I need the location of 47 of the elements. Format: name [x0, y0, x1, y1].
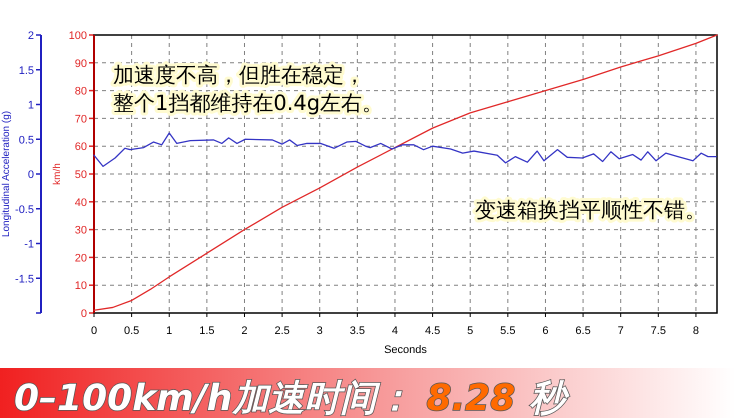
y2-tick-label: -0.5: [15, 204, 34, 216]
text: 0–100km/h加速时间：: [14, 378, 412, 418]
x-tick-label: 0.5: [124, 325, 140, 337]
y2-tick-label: 0: [28, 169, 34, 181]
x-axis-title: Seconds: [384, 344, 428, 356]
y-tick-label: 100: [68, 30, 87, 42]
y-tick-label: 20: [74, 252, 87, 264]
annotation: 变速箱换挡平顺性不错。: [475, 198, 706, 222]
y-tick-label: 10: [74, 280, 87, 292]
x-tick-label: 6.5: [575, 325, 591, 337]
x-tick-label: 5.5: [500, 325, 516, 337]
y-tick-label: 0: [80, 308, 87, 320]
x-tick-label: 8: [692, 325, 699, 337]
y-tick-label: 60: [74, 141, 87, 154]
y2-tick-label: -1: [24, 238, 34, 250]
y2-tick-label: 0.5: [18, 134, 34, 146]
line-series: [93, 34, 718, 311]
y-tick-label: 50: [74, 169, 87, 181]
annotation: 整个1挡都维持在0.4g左右。: [113, 91, 384, 115]
x-tick-label: 6: [542, 325, 549, 337]
y-tick-label: 80: [74, 86, 87, 98]
x-tick-label: 2.5: [274, 325, 290, 337]
x-tick-label: 0: [90, 325, 98, 337]
y-tick-label: 30: [74, 224, 87, 237]
y-tick-label: 70: [74, 113, 87, 126]
text: 8.28: [426, 378, 516, 418]
y-tick-label: 40: [74, 196, 87, 209]
y2-tick-label: 1: [28, 100, 34, 112]
x-tick-label: 7.5: [650, 325, 666, 337]
x-tick-label: 4.5: [424, 325, 440, 337]
x-tick-label: 3.5: [350, 325, 365, 337]
line-series: [93, 132, 717, 168]
x-tick-label: 1: [166, 325, 172, 337]
annotation: 加速度不高，但胜在稳定，: [113, 63, 365, 87]
y2-axis-title: Longitudinal Acceleration (g): [1, 110, 12, 238]
text: 秒: [529, 378, 570, 418]
x-tick-label: 4: [392, 325, 398, 337]
x-tick-label: 1.5: [199, 325, 215, 337]
y2-tick-label: 2: [28, 30, 34, 42]
x-tick-label: 3: [316, 325, 323, 337]
x-tick-label: 2: [241, 325, 248, 337]
x-tick-label: 5: [467, 325, 474, 337]
y-tick-label: 90: [74, 58, 87, 70]
y2-tick-label: 1.5: [18, 64, 34, 77]
x-tick-label: 7: [618, 325, 624, 337]
y2-tick-label: -1.5: [15, 273, 34, 286]
y-axis-title: km/h: [52, 163, 63, 185]
